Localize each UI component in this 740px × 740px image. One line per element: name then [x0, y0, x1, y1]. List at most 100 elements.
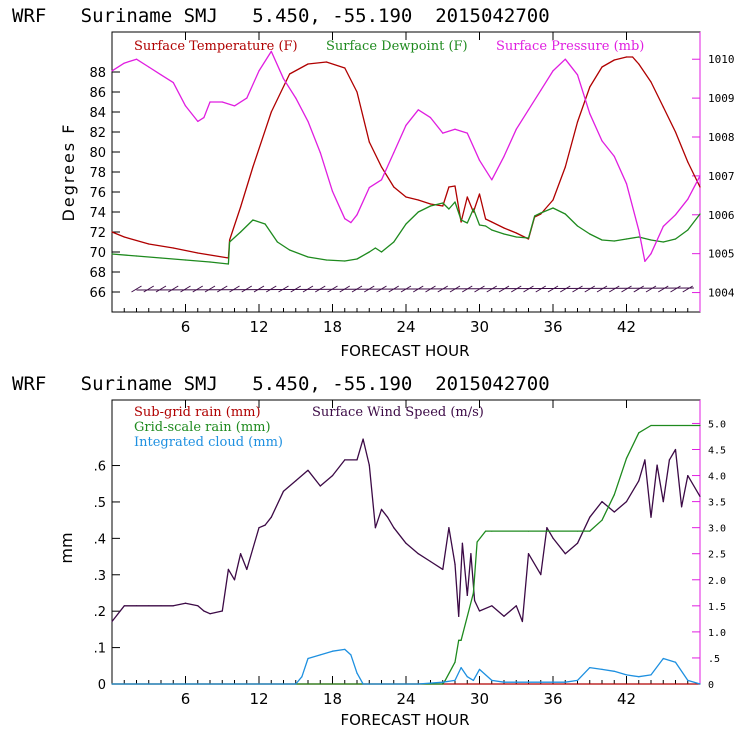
- pressure-point: [111, 70, 113, 72]
- wind-speed-point: [601, 501, 603, 503]
- wind-speed-point: [417, 553, 419, 555]
- wind-speed-point: [135, 605, 138, 607]
- temperature-point: [472, 211, 474, 213]
- x-tick-label: 18: [323, 318, 342, 336]
- x-tick-label: 18: [323, 690, 342, 708]
- grid-scale-rain-point: [589, 530, 591, 532]
- wind-speed-point: [380, 508, 383, 510]
- wind-speed-point: [264, 524, 266, 526]
- pressure-point: [564, 58, 566, 60]
- temperature-point: [417, 199, 419, 201]
- x-tick-label: 6: [181, 318, 191, 336]
- dewpoint-point: [485, 225, 487, 227]
- pressure-point: [350, 222, 352, 224]
- integrated-cloud-point: [466, 676, 468, 678]
- temperature-point: [552, 199, 554, 201]
- wind-speed-point: [681, 506, 683, 508]
- pressure-point: [135, 58, 138, 60]
- integrated-cloud-point: [350, 654, 352, 656]
- wind-speed-point: [246, 568, 248, 571]
- wind-speed-point: [221, 610, 223, 612]
- dewpoint-point: [460, 219, 462, 221]
- pressure-point: [197, 120, 199, 122]
- integrated-cloud-point: [613, 670, 615, 672]
- pressure-point: [638, 229, 640, 231]
- wind-barb: [180, 285, 191, 293]
- grid-scale-rain-point: [638, 432, 640, 434]
- temperature-point: [123, 236, 125, 238]
- temperature-point: [229, 239, 231, 241]
- wind-speed-point: [387, 516, 389, 518]
- dewpoint-point: [417, 211, 419, 213]
- x-tick-label: 24: [396, 690, 415, 708]
- temperature-point: [405, 196, 407, 198]
- integrated-cloud-point: [687, 679, 689, 682]
- y-tick-label: 84: [89, 106, 106, 121]
- panel2-title: WRF Suriname SMJ 5.450, -55.190 20150427…: [12, 373, 550, 395]
- dewpoint-point: [184, 259, 187, 261]
- pressure-point: [540, 89, 542, 91]
- wind-barb: [241, 285, 253, 293]
- y-tick-label: 82: [89, 126, 106, 141]
- wind-speed-point: [515, 605, 517, 607]
- integrated-cloud-point: [362, 683, 364, 685]
- temperature-point: [527, 238, 530, 240]
- integrated-cloud-point: [460, 667, 462, 669]
- pressure-point: [576, 74, 579, 76]
- wind-speed-point: [699, 495, 701, 497]
- x-tick-label: 30: [470, 318, 489, 336]
- dewpoint-point: [429, 205, 432, 207]
- wind-speed-point: [546, 527, 548, 529]
- dewpoint-point: [380, 251, 383, 253]
- temperature-point: [485, 218, 487, 220]
- y2-tick-label: 4.5: [708, 446, 726, 457]
- pressure-point: [319, 152, 321, 154]
- pressure-point: [429, 117, 432, 119]
- pressure-point: [552, 70, 554, 72]
- dewpoint-point: [699, 213, 701, 215]
- pressure-point: [356, 214, 358, 216]
- wind-speed-point: [111, 620, 113, 623]
- x-tick-label: 6: [181, 690, 191, 708]
- pressure-point: [148, 66, 150, 68]
- grid-scale-rain-point: [527, 530, 530, 532]
- integrated-cloud-point: [503, 681, 505, 683]
- dewpoint-point: [650, 239, 652, 241]
- integrated-cloud-point: [625, 674, 628, 676]
- legend-wind-speed: Surface Wind Speed (m/s): [312, 405, 484, 420]
- pressure-point: [380, 179, 383, 181]
- integrated-cloud-point: [307, 657, 309, 660]
- grid-scale-rain-point: [472, 592, 474, 594]
- wind-barb: [192, 285, 204, 293]
- integrated-cloud-point: [601, 668, 603, 671]
- wind-speed-point: [368, 464, 370, 466]
- wind-speed-point: [644, 459, 646, 461]
- pressure-point: [270, 50, 272, 53]
- wind-speed-point: [203, 610, 205, 612]
- y-tick-label: 86: [89, 86, 106, 101]
- dewpoint-point: [454, 201, 456, 203]
- wind-speed-point: [258, 527, 260, 529]
- wind-speed-point: [454, 563, 456, 565]
- legend-grid-scale-rain: Grid-scale rain (mm): [134, 420, 271, 435]
- wind-speed-point: [282, 490, 285, 492]
- dewpoint-point: [276, 241, 278, 243]
- y-tick-label: .4: [94, 532, 106, 547]
- temperature-point: [368, 141, 370, 143]
- wind-speed-point: [527, 553, 530, 555]
- grid-scale-rain-point: [485, 530, 487, 532]
- temperature-point: [325, 61, 327, 63]
- grid-scale-rain-point: [613, 494, 615, 496]
- x-tick-label: 24: [396, 318, 415, 336]
- wind-barb: [608, 285, 620, 293]
- dewpoint-point: [405, 223, 407, 225]
- dewpoint-point: [368, 251, 370, 253]
- integrated-cloud-point: [319, 654, 321, 656]
- dewpoint-point: [344, 260, 346, 262]
- wind-barb: [265, 285, 277, 293]
- temperature-point: [393, 186, 395, 188]
- wind-speed-point: [184, 602, 187, 604]
- pressure-point: [282, 78, 285, 80]
